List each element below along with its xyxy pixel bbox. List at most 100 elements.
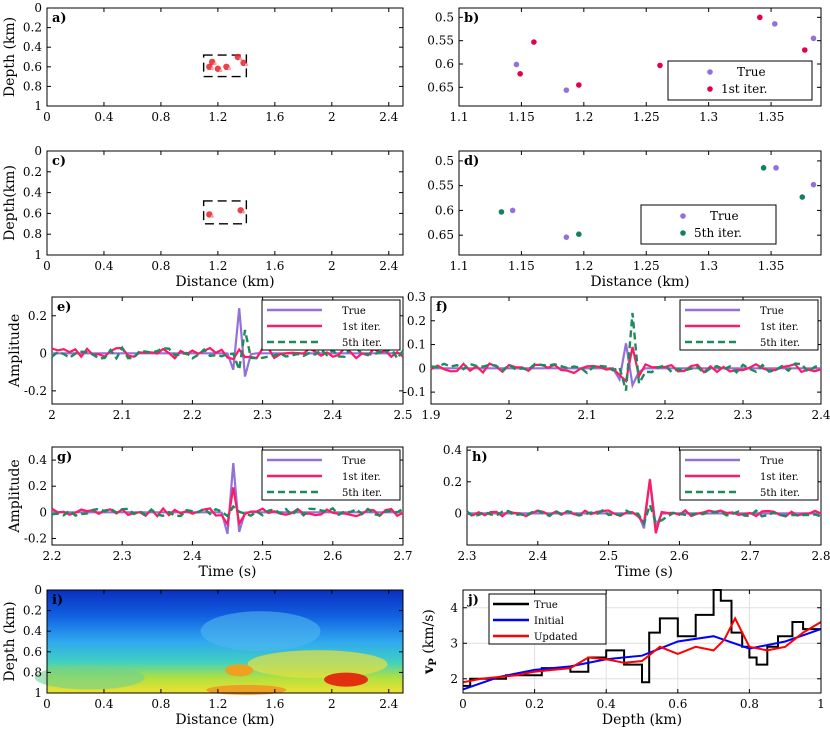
x-tick-label: 1.25 xyxy=(633,110,660,124)
x-tick-label: 2.7 xyxy=(393,549,412,563)
scatter-point xyxy=(509,207,516,214)
y-tick-label: -0.1 xyxy=(403,385,426,399)
y-tick-label: 0.6 xyxy=(23,60,42,74)
x-tick-label: 2.5 xyxy=(253,549,272,563)
panel-label: h) xyxy=(472,450,488,465)
legend-label: True xyxy=(342,306,366,317)
x-tick-label: 1.15 xyxy=(508,110,535,124)
velocity-feature xyxy=(34,665,145,690)
x-tick-label: 2.1 xyxy=(577,408,596,422)
legend-label: 5th iter. xyxy=(694,226,742,240)
y-tick-label: 4 xyxy=(450,601,458,615)
x-tick-label: 2.3 xyxy=(457,549,476,563)
y-tick-label: 0.65 xyxy=(427,228,454,242)
x-tick-label: 0.4 xyxy=(597,697,616,711)
x-tick-label: 1.6 xyxy=(265,110,284,124)
x-tick-label: 0.4 xyxy=(94,259,113,273)
panel-label: f) xyxy=(436,300,448,315)
velocity-feature xyxy=(225,664,254,677)
scatter-point xyxy=(757,14,763,21)
legend-label: 1st iter. xyxy=(760,322,799,333)
scatter-point xyxy=(801,47,808,53)
legend-marker xyxy=(707,86,713,92)
anomaly-spot xyxy=(239,57,243,61)
plot-frame xyxy=(46,150,404,256)
scatter-point xyxy=(563,87,570,93)
y-tick-label: 0.3 xyxy=(407,290,426,304)
anomaly-spot xyxy=(210,214,214,218)
plot-frame xyxy=(430,296,822,405)
panel-d: 1.1 1.15 1.2 1.25 1.3 1.35 0.5 0.55 0.6 0.65 d) Dis… xyxy=(427,150,822,290)
panel-h: 2.3 2.4 2.5 2.6 2.7 2.8 0.4 0.2 0 h) Time (s) True 1… xyxy=(443,443,830,580)
y-tick-label: -0.2 xyxy=(24,384,47,398)
panel-b: 1.1 1.15 1.2 1.25 1.3 1.35 0.5 0.55 0.6 0.65 b) Tru… xyxy=(427,7,822,124)
y-tick-label: 0.2 xyxy=(23,604,42,618)
x-tick-label: 2 xyxy=(48,408,56,422)
legend-label: True xyxy=(534,600,558,611)
scatter-point xyxy=(563,234,570,240)
x-tick-label: 0.6 xyxy=(668,697,687,711)
x-tick-label: 2.3 xyxy=(253,408,272,422)
series-line-1 xyxy=(51,487,404,528)
panel-label: b) xyxy=(464,11,479,26)
y-tick-label: 0.6 xyxy=(23,645,42,659)
scatter-point xyxy=(772,21,778,27)
y-tick-label: 0.2 xyxy=(28,309,47,323)
velocity-feature xyxy=(200,611,321,652)
x-tick-label: 0.2 xyxy=(525,697,544,711)
y-tick-label: 0.4 xyxy=(28,453,47,467)
legend-marker xyxy=(680,213,686,219)
x-tick-label: 0 xyxy=(43,110,51,124)
x-tick-label: 2 xyxy=(328,110,336,124)
scatter-point xyxy=(799,194,806,200)
y-axis-label: Depth(km) xyxy=(2,165,18,241)
plot-frame xyxy=(458,150,822,256)
velocity-feature xyxy=(206,684,287,695)
x-tick-label: 1.1 xyxy=(449,110,468,124)
anomaly-spot xyxy=(227,67,231,71)
scatter-point xyxy=(576,82,582,88)
legend-label: True xyxy=(710,209,739,223)
panel-f: 1.9 2 2.1 2.2 2.3 2.4 0.3 0.2 0.1 0 -0.1 f) True 1st … xyxy=(403,290,830,422)
series-line-0 xyxy=(431,343,821,389)
series-line-2 xyxy=(51,329,404,371)
y-tick-label: 0.4 xyxy=(23,624,42,638)
x-tick-label: 2.6 xyxy=(323,549,342,563)
y-tick-label: 0.2 xyxy=(23,165,42,179)
legend-label: Updated xyxy=(534,632,578,643)
x-tick-label: 2.4 xyxy=(183,549,202,563)
panel-label: c) xyxy=(52,154,66,169)
legend-label: 5th iter. xyxy=(760,488,800,499)
panel-label: j) xyxy=(467,593,479,608)
x-tick-label: 0.8 xyxy=(151,110,170,124)
x-tick-label: 2 xyxy=(505,408,513,422)
vp-series-0 xyxy=(463,589,821,687)
x-tick-label: 2.5 xyxy=(393,408,412,422)
x-tick-label: 2.4 xyxy=(379,259,398,273)
x-tick-label: 1.9 xyxy=(421,408,440,422)
x-tick-label: 2.2 xyxy=(183,408,202,422)
scatter-point xyxy=(810,35,817,42)
x-tick-label: 1.15 xyxy=(508,259,535,273)
x-tick-label: 1.6 xyxy=(265,697,284,711)
scatter-point xyxy=(576,231,582,237)
legend-marker xyxy=(680,230,686,236)
y-tick-label: 0.5 xyxy=(435,10,454,24)
panel-c: 0 0.4 0.8 1.2 1.6 2 2.4 0 0.2 0.4 0.6 0.8 1 c) Distanc… xyxy=(2,144,404,290)
scatter-point xyxy=(657,62,663,69)
panel-a: 0 0.4 0.8 1.2 1.6 2 2.4 0 0.2 0.4 0.6 0.8 1 a) Depth (… xyxy=(2,1,404,124)
x-tick-label: 2.8 xyxy=(811,549,830,563)
panel-i: 0 0.4 0.8 1.2 1.6 2 2.4 0 0.2 0.4 0.6 0.8 1 i) Distanc… xyxy=(2,583,404,728)
y-tick-label: 0 xyxy=(34,144,42,158)
x-tick-label: 0.4 xyxy=(94,110,113,124)
legend-label: 1st iter. xyxy=(760,472,799,483)
plot-frame xyxy=(51,296,404,405)
y-tick-label: 0.1 xyxy=(407,338,426,352)
x-tick-label: 1.6 xyxy=(265,259,284,273)
y-tick-label: 0 xyxy=(39,346,47,360)
x-tick-label: 1.1 xyxy=(449,259,468,273)
x-tick-label: 1.35 xyxy=(758,259,785,273)
y-tick-label: 0.4 xyxy=(443,443,462,457)
x-tick-label: 2.4 xyxy=(379,110,398,124)
